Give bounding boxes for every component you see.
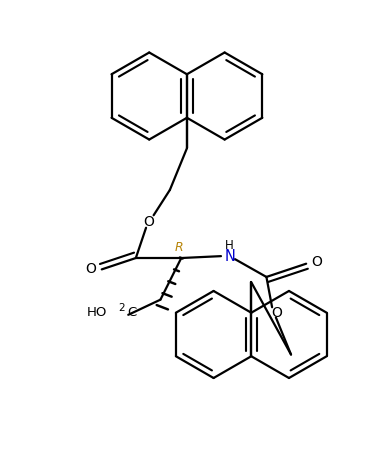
- Text: C: C: [128, 306, 137, 319]
- Text: HO: HO: [87, 306, 107, 319]
- Text: H: H: [225, 239, 234, 252]
- Text: O: O: [144, 215, 154, 229]
- Text: 2: 2: [118, 303, 125, 313]
- Text: O: O: [311, 255, 322, 269]
- Text: R: R: [175, 241, 184, 254]
- Text: O: O: [86, 262, 96, 276]
- Text: O: O: [271, 306, 282, 320]
- Text: N: N: [224, 249, 235, 264]
